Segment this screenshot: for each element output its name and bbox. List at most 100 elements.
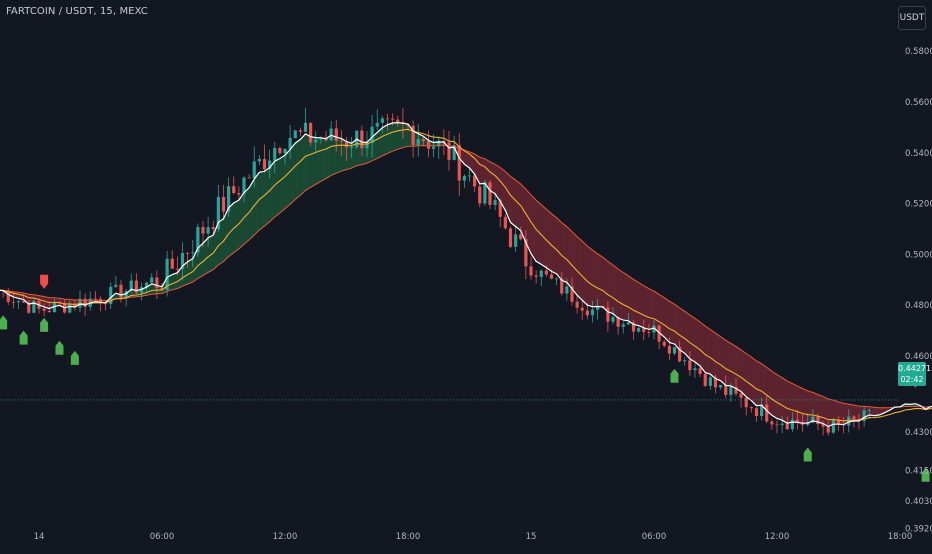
candle-body — [550, 274, 553, 278]
candle-body — [816, 417, 819, 424]
ema-ribbon-segment — [685, 311, 690, 359]
ema-ribbon-segment — [741, 350, 746, 397]
candle-body — [581, 308, 584, 311]
time-tick-label: 18:00 — [396, 532, 421, 542]
ema-ribbon-segment — [388, 123, 393, 153]
candle-body — [786, 424, 789, 430]
candle-body — [232, 186, 235, 193]
candle-body — [432, 147, 435, 149]
candle-body — [371, 127, 374, 143]
bar-countdown: 02:42 — [898, 374, 926, 385]
candle-body — [17, 301, 20, 302]
candle-body — [791, 420, 794, 430]
ema-ribbon-segment — [300, 134, 305, 195]
time-tick-label: 06:00 — [642, 532, 667, 542]
candle-body — [729, 387, 732, 395]
price-scale[interactable]: 0.580000.560000.540000.520000.500000.480… — [905, 47, 932, 535]
candle-body — [770, 421, 773, 424]
candle-body — [273, 148, 276, 161]
ema-ribbon-segment — [270, 161, 275, 222]
candle-body — [447, 142, 450, 160]
ema-ribbon-segment — [618, 269, 623, 320]
ema-ribbon-segment — [649, 289, 654, 330]
ema-ribbon-segment — [823, 397, 828, 427]
candle-body — [740, 394, 743, 398]
price-tick-label: 0.54000 — [905, 149, 932, 159]
ema-ribbon-segment — [639, 283, 644, 328]
candle-body — [781, 424, 784, 425]
ema-ribbon-segment — [336, 137, 341, 173]
candle-body — [201, 227, 204, 233]
time-tick-label: 12:00 — [765, 532, 790, 542]
candle-body — [314, 139, 317, 142]
ema-ribbon-segment — [787, 381, 792, 423]
ema-ribbon-segment — [613, 265, 618, 318]
ema-ribbon-segment — [782, 378, 787, 423]
ema-ribbon-segment — [552, 214, 557, 274]
candle-body — [191, 252, 194, 253]
candle-body — [309, 123, 312, 143]
ema-ribbon-segment — [762, 364, 767, 411]
ema-ribbon-segment — [874, 407, 879, 415]
ema-ribbon-segment — [736, 347, 741, 392]
ema-ribbon-segment — [593, 250, 598, 306]
candle-body — [668, 346, 671, 354]
ema-ribbon-segment — [331, 135, 336, 175]
ema-ribbon-segment — [572, 232, 577, 295]
buy-signal-arrow-icon — [671, 369, 679, 383]
candle-body — [683, 360, 686, 361]
ema-ribbon-segment — [321, 138, 326, 181]
price-tick-label: 0.58000 — [905, 47, 932, 57]
currency-button[interactable]: USDT — [898, 6, 926, 30]
candle-body — [330, 129, 333, 141]
candle-body — [535, 276, 538, 277]
candle-body — [611, 317, 614, 322]
ema-ribbon-segment — [244, 188, 249, 244]
ema-ribbon-segment — [700, 322, 705, 373]
ema-ribbon-layer — [0, 123, 932, 444]
candle-body — [565, 286, 568, 293]
candle-body — [176, 269, 179, 270]
current-price-badge: 0.44271 02:42 — [898, 362, 926, 386]
candle-body — [417, 139, 420, 145]
candle-body — [622, 324, 625, 326]
candle-body — [827, 427, 830, 433]
candle-body — [381, 118, 384, 122]
ema-ribbon-segment — [731, 343, 736, 388]
sell-signal-arrow-icon — [40, 275, 48, 289]
candle-body — [745, 398, 748, 407]
ema-ribbon-segment — [628, 276, 633, 325]
candle-body — [529, 266, 532, 275]
ema-ribbon-segment — [777, 375, 782, 421]
ema-ribbon-segment — [680, 308, 685, 353]
ema-ribbon-segment — [608, 261, 613, 313]
time-axis[interactable]: 1406:0012:0018:001506:0012:0018:001606:0… — [34, 532, 932, 542]
time-tick-label: 06:00 — [150, 532, 175, 542]
candle-body — [43, 309, 46, 311]
candle-body — [637, 328, 640, 331]
candle-body — [514, 234, 517, 246]
candle-body — [253, 161, 256, 178]
ema-ribbon-segment — [587, 246, 592, 307]
ema-ribbon-segment — [803, 389, 808, 424]
ema-ribbon-segment — [705, 326, 710, 374]
ema-ribbon-segment — [316, 138, 321, 185]
signal-markers-layer — [0, 275, 932, 487]
candle-body — [478, 186, 481, 203]
ema-ribbon-segment — [721, 337, 726, 386]
candle-body — [396, 120, 399, 122]
price-tick-label: 0.43000 — [905, 428, 932, 438]
ema-ribbon-segment — [311, 137, 316, 188]
candle-body — [222, 197, 225, 212]
ema-ribbon-segment — [710, 330, 715, 379]
candle-body — [458, 145, 461, 180]
ema-ribbon-segment — [598, 254, 603, 307]
candle-body — [360, 131, 363, 149]
candle-body — [12, 302, 15, 303]
candle-body — [68, 304, 71, 313]
ema-ribbon-segment — [188, 259, 193, 284]
ema-ribbon-segment — [751, 357, 756, 406]
ema-ribbon-segment — [669, 301, 674, 344]
